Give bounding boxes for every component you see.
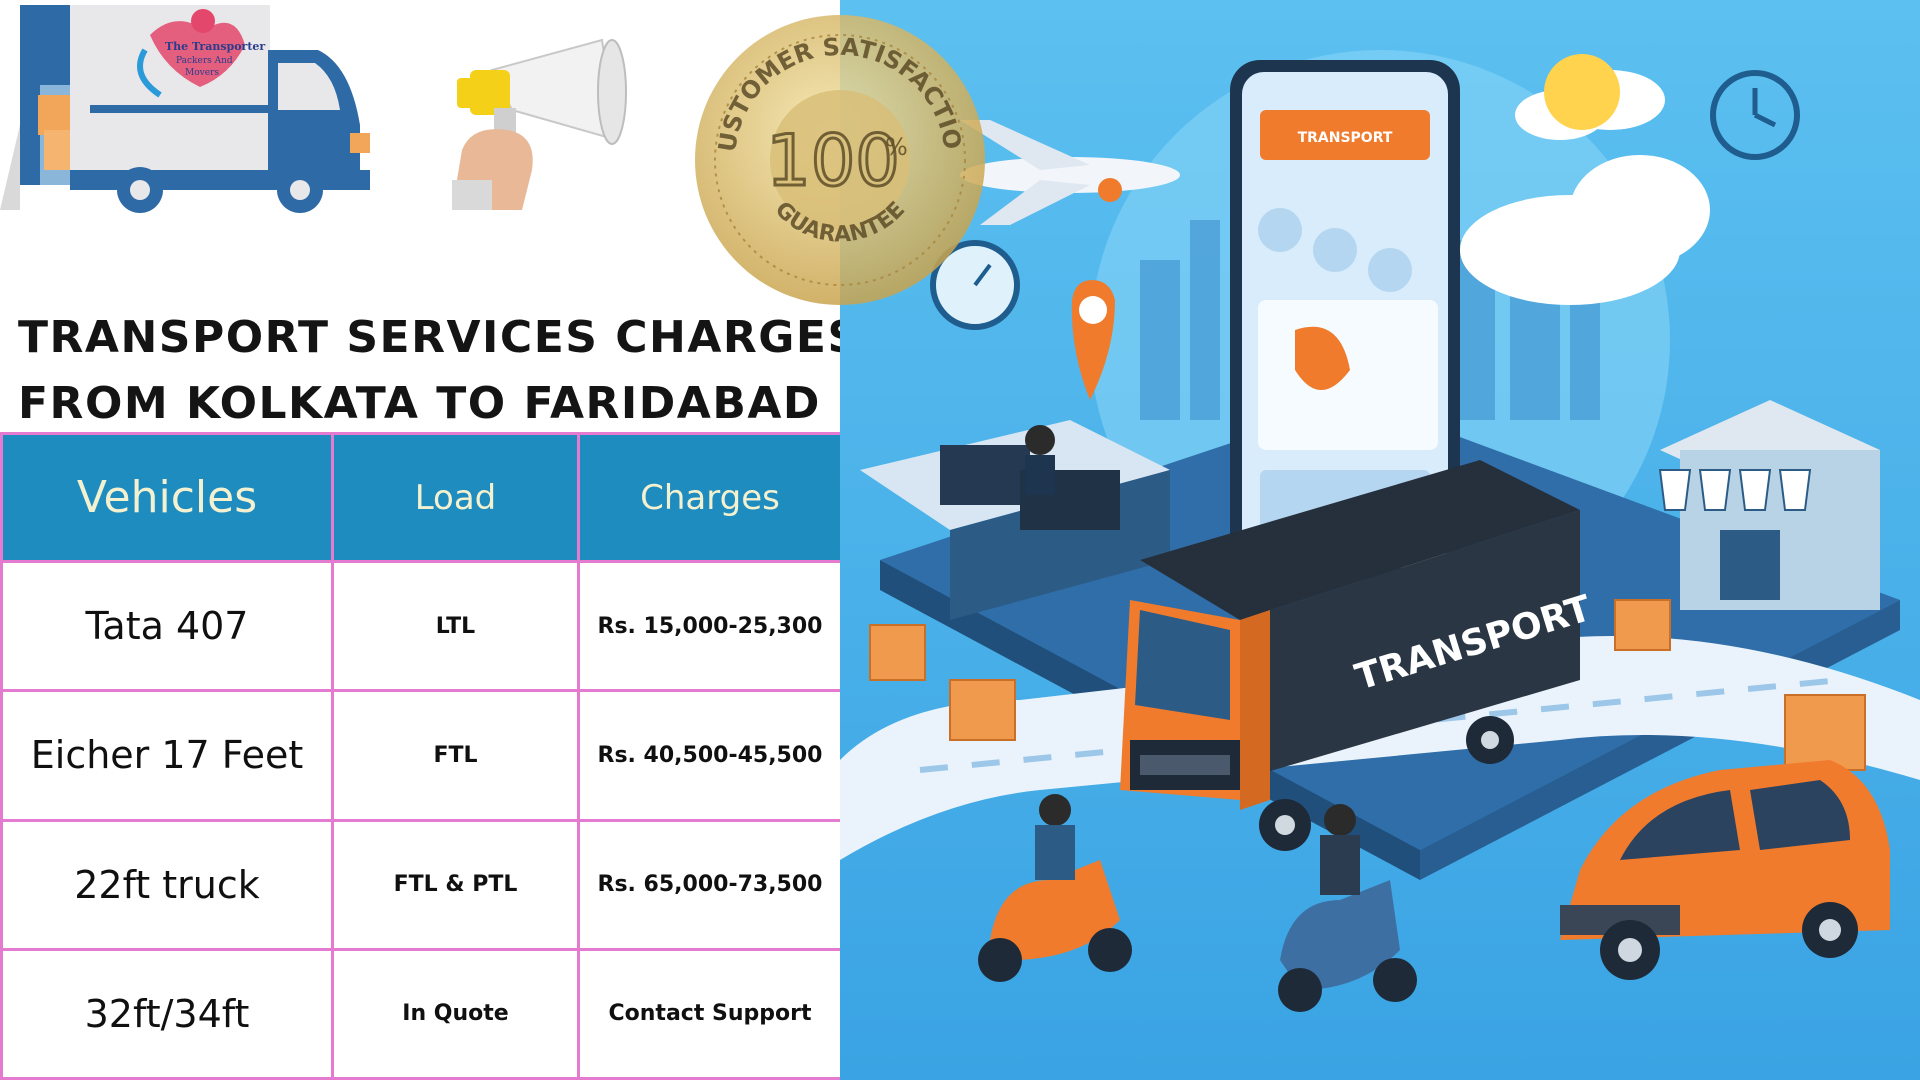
header-load: Load [331, 432, 580, 563]
cell-charges: Rs. 65,000-73,500 [577, 818, 843, 951]
cell-load: FTL [331, 689, 580, 822]
airplane-icon [960, 120, 1180, 225]
satisfaction-guarantee-seal: CUSTOMER SATISFACTION 100 % GUARANTEE [690, 10, 985, 305]
cell-load: LTL [331, 559, 580, 693]
timer-icon [930, 240, 1020, 330]
location-pin-icon [1071, 280, 1115, 400]
header-charges: Charges [577, 432, 843, 563]
table-row: 32ft/34ft In Quote Contact Support [0, 947, 843, 1080]
table-row: 22ft truck FTL & PTL Rs. 65,000-73,500 [0, 818, 843, 951]
office-desk [860, 420, 1170, 620]
logo-line1: The Transporter [165, 40, 265, 53]
cell-charges: Rs. 40,500-45,500 [577, 689, 843, 822]
company-logo-truck: The Transporter Packers And Movers [0, 5, 370, 213]
scooter-icon [978, 794, 1132, 982]
title-line-2: from Kolkata to Faridabad [18, 378, 821, 429]
transport-truck-icon: TRANSPORT [1120, 460, 1596, 851]
clock-icon [1710, 70, 1800, 160]
seal-big-number: 100 [766, 120, 900, 202]
transport-illustration: TRANSPORT [840, 0, 1920, 1080]
cell-load: FTL & PTL [331, 818, 580, 951]
car-icon [1560, 760, 1890, 980]
cell-vehicle: 32ft/34ft [0, 947, 334, 1080]
logo-line2: Packers And [176, 56, 233, 66]
cell-vehicle: 22ft truck [0, 818, 334, 951]
sun-icon [1544, 54, 1620, 130]
page-title: Transport Services Charges from Kolkata … [18, 305, 861, 437]
cell-charges: Contact Support [577, 947, 843, 1080]
cell-charges: Rs. 15,000-25,300 [577, 559, 843, 693]
table-row: Tata 407 LTL Rs. 15,000-25,300 [0, 559, 843, 693]
parcel-box-icon [869, 599, 1866, 771]
phone-banner-text: TRANSPORT [1298, 130, 1393, 146]
title-line-1: Transport Services Charges [18, 312, 861, 363]
header-vehicles: Vehicles [0, 432, 334, 563]
megaphone-icon [452, 38, 627, 210]
smartphone-icon: TRANSPORT [1230, 60, 1460, 580]
table-header-row: Vehicles Load Charges [0, 432, 843, 563]
seal-percent: % [885, 133, 908, 161]
charges-table: Vehicles Load Charges Tata 407 LTL Rs. 1… [0, 432, 843, 1080]
scooter-icon [1278, 804, 1417, 1012]
illustration-scene: TRANSPORT [840, 0, 1920, 1080]
cell-vehicle: Tata 407 [0, 559, 334, 693]
cell-load: In Quote [331, 947, 580, 1080]
cell-vehicle: Eicher 17 Feet [0, 689, 334, 822]
store-icon [1658, 400, 1880, 610]
logo-line3: Movers [185, 68, 219, 78]
table-row: Eicher 17 Feet FTL Rs. 40,500-45,500 [0, 689, 843, 822]
